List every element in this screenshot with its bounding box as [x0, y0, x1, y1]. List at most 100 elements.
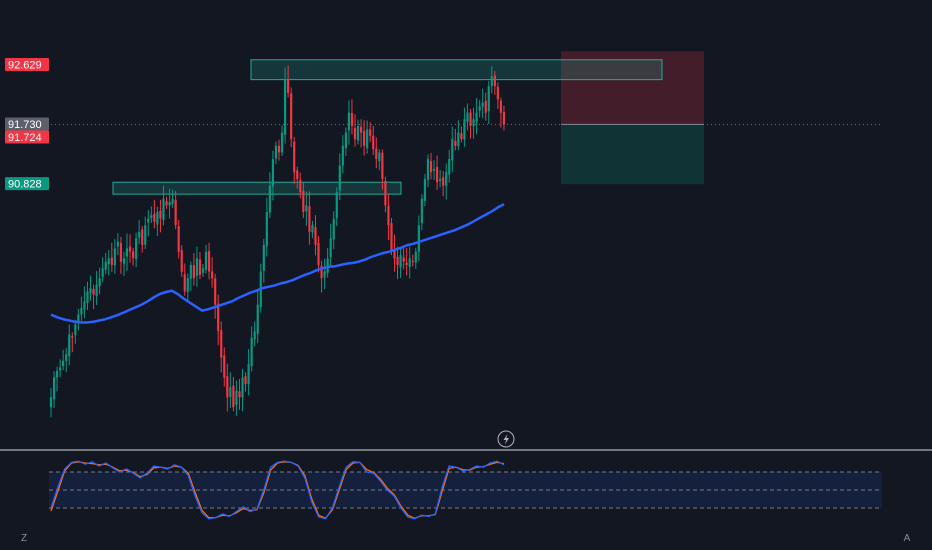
- candle-body: [338, 165, 341, 191]
- price-label-text: 90.828: [8, 179, 42, 191]
- candle-body: [420, 198, 423, 223]
- right-corner-button[interactable]: A: [903, 533, 911, 544]
- price-label: 92.629: [5, 57, 49, 71]
- candle-body: [320, 265, 323, 279]
- position-tool[interactable]: [561, 51, 704, 185]
- candle-body: [487, 86, 490, 112]
- candle-body: [171, 198, 174, 204]
- candle-body: [478, 106, 481, 111]
- candle-body: [101, 268, 104, 277]
- candle-body: [402, 257, 405, 262]
- zone-lower-resistance: [112, 181, 402, 195]
- candle-body: [195, 258, 199, 276]
- candle-body: [463, 119, 466, 140]
- candle-body: [141, 229, 144, 246]
- candle-body: [378, 152, 381, 162]
- candle-body: [460, 133, 463, 140]
- candle-body: [390, 223, 393, 252]
- candle-body: [244, 376, 247, 385]
- candle-body: [341, 145, 344, 166]
- candle-body: [363, 130, 366, 146]
- candle-body: [429, 161, 433, 173]
- candle-body: [220, 330, 223, 358]
- candle-body: [232, 385, 235, 408]
- take-profit-area: [561, 124, 704, 185]
- candle-body: [62, 360, 65, 367]
- candle-body: [125, 248, 129, 257]
- stop-loss-area: [561, 51, 704, 125]
- candle-body: [241, 377, 244, 398]
- candle-body: [147, 218, 150, 223]
- candle-body: [493, 75, 496, 87]
- left-corner-button[interactable]: Z: [20, 533, 28, 544]
- candle-body: [448, 159, 451, 175]
- candle-body: [369, 129, 372, 136]
- candle-body: [83, 301, 86, 310]
- candle-body: [329, 238, 332, 258]
- candle-body: [86, 291, 89, 303]
- candle-body: [68, 334, 71, 357]
- candle-body: [214, 278, 217, 305]
- candle-body: [159, 210, 162, 219]
- candle-body: [247, 364, 250, 385]
- price-label: 91.730: [5, 117, 49, 131]
- candle-body: [98, 278, 101, 287]
- candle-body: [153, 213, 156, 222]
- candle-body: [305, 205, 308, 212]
- lightning-icon-bolt: [503, 434, 509, 445]
- candle-body: [217, 303, 220, 332]
- candle-body: [113, 248, 116, 266]
- candle-body: [299, 180, 302, 193]
- price-label-text: 92.629: [8, 59, 42, 71]
- candle-body: [384, 181, 387, 206]
- candle-body: [104, 261, 107, 270]
- candle-body: [466, 112, 469, 122]
- candle-body: [204, 251, 208, 270]
- candle-body: [80, 307, 83, 315]
- price-label-text: 91.730: [8, 119, 42, 131]
- candle-body: [198, 259, 202, 275]
- candle-body: [414, 251, 417, 263]
- candle-body: [165, 201, 168, 206]
- candle-body: [426, 159, 430, 180]
- candle-body: [317, 242, 320, 265]
- candle-body: [271, 159, 275, 187]
- candle-body: [290, 93, 293, 140]
- candle-body: [314, 227, 317, 246]
- zone-upper-resistance: [250, 59, 663, 81]
- candle-body: [65, 354, 68, 361]
- candle-body: [472, 119, 475, 127]
- candle-body: [55, 370, 59, 378]
- candle-body: [372, 135, 375, 150]
- candle-body: [347, 112, 351, 131]
- candle-body: [74, 324, 77, 336]
- candle-body: [52, 377, 56, 400]
- candle-body: [110, 257, 113, 265]
- stochastic-k-line: [50, 460, 505, 520]
- candle-body: [344, 132, 347, 148]
- candle-body: [131, 251, 135, 259]
- candle-body: [287, 79, 290, 93]
- price-label-bg: [5, 57, 49, 71]
- lightning-icon[interactable]: [497, 430, 515, 448]
- candle-body: [387, 205, 390, 226]
- candle-body: [89, 288, 92, 294]
- candle-body: [484, 100, 487, 113]
- candle-body: [180, 250, 183, 272]
- candle-body: [296, 170, 299, 179]
- candle-body: [280, 132, 284, 153]
- candles-layer: [49, 65, 506, 418]
- stochastic-pane: [0, 449, 932, 520]
- candle-body: [408, 258, 411, 267]
- candle-body: [475, 112, 478, 122]
- candle-body: [156, 211, 159, 225]
- candle-body: [439, 178, 442, 181]
- price-label-bg: [5, 117, 49, 131]
- candle-body: [128, 246, 132, 252]
- ui-layer[interactable]: [497, 430, 515, 448]
- price-label-bg: [5, 130, 49, 144]
- candle-body: [454, 140, 457, 146]
- candle-body: [186, 278, 189, 292]
- candle-body: [226, 376, 229, 398]
